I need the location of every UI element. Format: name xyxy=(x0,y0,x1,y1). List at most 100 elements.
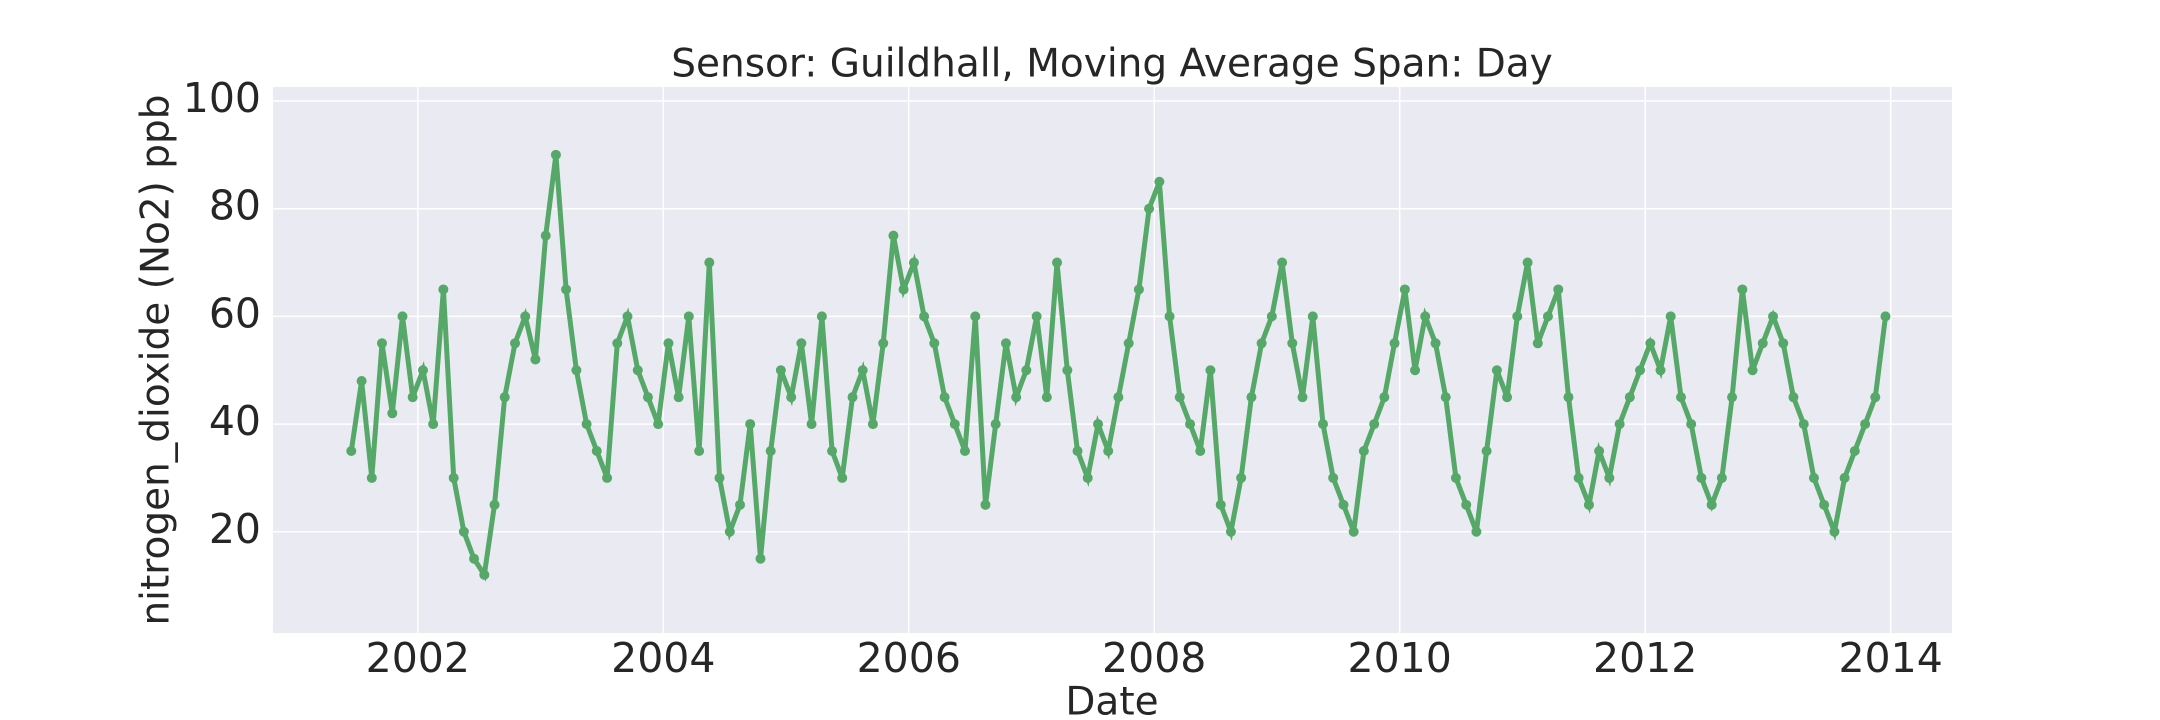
data-point xyxy=(489,499,500,510)
data-point xyxy=(1133,284,1144,295)
y-tick-label: 100 xyxy=(183,74,261,122)
data-point xyxy=(827,446,838,456)
data-point xyxy=(929,338,940,349)
data-point xyxy=(1195,446,1206,456)
x-tick-label: 2010 xyxy=(1348,634,1452,682)
x-tick-label: 2006 xyxy=(857,634,961,682)
data-point xyxy=(1450,472,1461,483)
data-point xyxy=(1870,392,1881,403)
data-point xyxy=(356,376,367,386)
data-point xyxy=(1246,392,1257,403)
data-point xyxy=(1645,338,1656,349)
data-point xyxy=(1174,392,1185,403)
data-point xyxy=(458,526,469,537)
data-point xyxy=(479,569,490,580)
data-point xyxy=(376,338,387,349)
data-point xyxy=(1287,338,1298,349)
data-point xyxy=(1379,392,1390,403)
data-point xyxy=(550,149,561,160)
data-point xyxy=(1471,526,1482,537)
data-point xyxy=(540,230,551,241)
data-point xyxy=(1655,365,1666,376)
data-point xyxy=(1461,499,1472,510)
data-point xyxy=(1348,526,1359,537)
data-point xyxy=(908,257,919,268)
data-point xyxy=(1205,365,1216,376)
data-point xyxy=(653,419,664,430)
data-point xyxy=(959,446,970,456)
data-point xyxy=(673,392,684,403)
data-point xyxy=(724,526,735,537)
data-point xyxy=(1000,338,1011,349)
data-point xyxy=(1880,311,1891,322)
data-point xyxy=(438,284,449,295)
x-tick-label: 2008 xyxy=(1102,634,1206,682)
data-point xyxy=(1041,392,1052,403)
data-point xyxy=(571,365,582,376)
data-point xyxy=(1185,419,1196,430)
data-point xyxy=(1154,176,1165,187)
data-point xyxy=(469,553,480,564)
data-point xyxy=(1481,446,1492,456)
data-point xyxy=(428,419,439,430)
data-point xyxy=(510,338,521,349)
data-point xyxy=(1727,392,1738,403)
data-point xyxy=(898,284,909,295)
data-point xyxy=(1491,365,1502,376)
data-point xyxy=(1778,338,1789,349)
data-point xyxy=(1021,365,1032,376)
data-point xyxy=(1328,472,1339,483)
data-point xyxy=(1706,499,1717,510)
data-point xyxy=(1338,499,1349,510)
y-tick-label: 80 xyxy=(209,182,261,230)
data-point xyxy=(520,311,531,322)
data-point xyxy=(1819,499,1830,510)
data-point xyxy=(1542,311,1553,322)
data-point xyxy=(683,311,694,322)
data-point xyxy=(816,311,827,322)
data-point xyxy=(919,311,930,322)
data-point xyxy=(1553,284,1564,295)
data-point xyxy=(857,365,868,376)
data-point xyxy=(745,419,756,430)
data-point xyxy=(1635,365,1646,376)
data-point xyxy=(888,230,899,241)
data-point xyxy=(1062,365,1073,376)
data-point xyxy=(980,499,991,510)
data-point xyxy=(1307,311,1318,322)
data-point xyxy=(1716,472,1727,483)
data-point xyxy=(622,311,633,322)
data-point xyxy=(1563,392,1574,403)
data-point xyxy=(1072,446,1083,456)
y-tick-label: 40 xyxy=(209,397,261,445)
data-point xyxy=(1604,472,1615,483)
data-point xyxy=(949,419,960,430)
data-point xyxy=(775,365,786,376)
data-point xyxy=(530,354,541,365)
data-point xyxy=(837,472,848,483)
data-point xyxy=(1737,284,1748,295)
data-point xyxy=(694,446,705,456)
data-point xyxy=(1215,499,1226,510)
data-point xyxy=(1522,257,1533,268)
data-point xyxy=(806,419,817,430)
data-point xyxy=(1573,472,1584,483)
data-point xyxy=(796,338,807,349)
data-point xyxy=(867,419,878,430)
data-point xyxy=(735,499,746,510)
data-point xyxy=(1440,392,1451,403)
x-axis-label: Date xyxy=(1065,680,1158,720)
data-point xyxy=(1317,419,1328,430)
data-point xyxy=(417,365,428,376)
data-point xyxy=(970,311,981,322)
data-point xyxy=(1747,365,1758,376)
data-point xyxy=(1144,203,1155,214)
data-point xyxy=(1594,446,1605,456)
data-point xyxy=(1624,392,1635,403)
data-point xyxy=(878,338,889,349)
data-point xyxy=(642,392,653,403)
data-point xyxy=(1103,446,1114,456)
data-point xyxy=(591,446,602,456)
data-point xyxy=(1808,472,1819,483)
data-point xyxy=(663,338,674,349)
